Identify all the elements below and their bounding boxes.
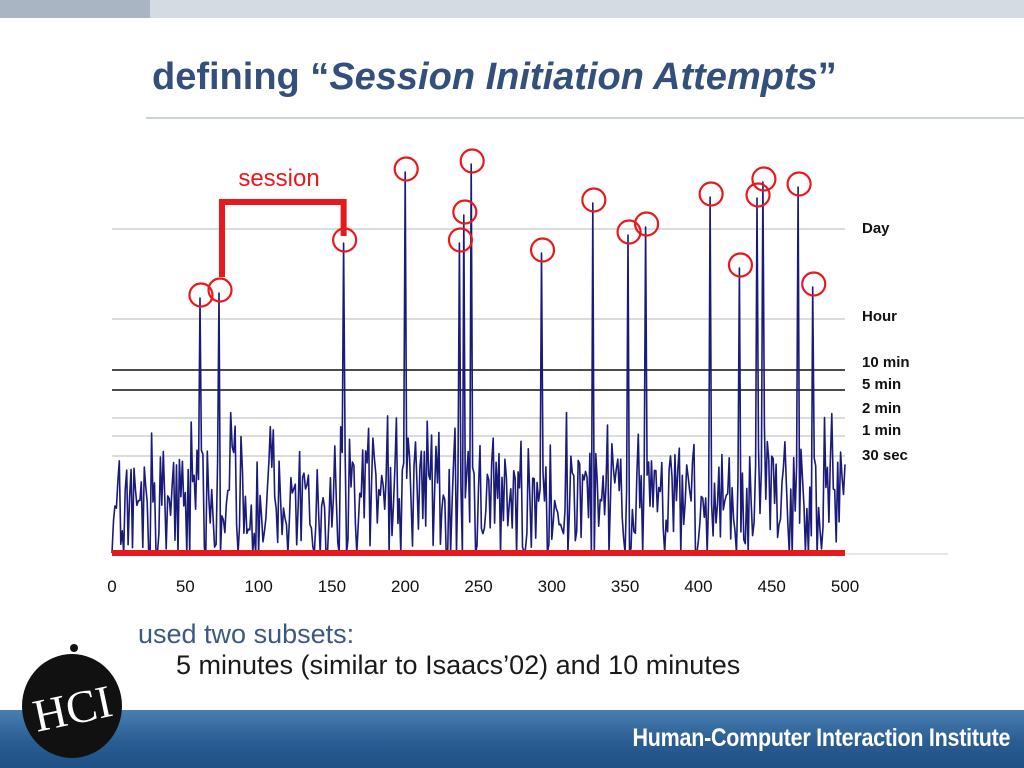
x-tick-300: 300 bbox=[538, 577, 566, 596]
title-italic: Session Initiation Attempts bbox=[329, 56, 818, 98]
threshold-label-5: 1 min bbox=[862, 422, 901, 439]
hci-logo: HCI bbox=[22, 644, 122, 758]
peak-circle-8 bbox=[581, 187, 607, 213]
bullet-line-2: 5 minutes (similar to Isaacs’02) and 10 … bbox=[176, 650, 741, 680]
peak-circle-15 bbox=[786, 171, 812, 197]
peak-circle-5 bbox=[452, 199, 478, 225]
peak-circle-16 bbox=[801, 271, 827, 297]
session-bracket bbox=[219, 199, 347, 277]
peak-circle-9 bbox=[616, 219, 642, 245]
peak-circle-4 bbox=[447, 227, 474, 253]
series-line bbox=[111, 163, 846, 554]
title-prefix: defining “ bbox=[152, 56, 330, 98]
x-tick-50: 50 bbox=[176, 577, 195, 596]
threshold-label-2: 10 min bbox=[862, 354, 910, 371]
threshold-label-4: 2 min bbox=[862, 400, 901, 417]
peak-circle-14 bbox=[751, 166, 777, 192]
top-bar-right bbox=[150, 0, 1024, 18]
threshold-label-6: 30 sec bbox=[862, 447, 908, 464]
x-tick-0: 0 bbox=[107, 577, 116, 596]
peak-circle-1 bbox=[207, 277, 233, 303]
peak-circle-6 bbox=[459, 148, 485, 174]
slide-title: defining “Session Initiation Attempts” bbox=[152, 56, 837, 99]
top-bar-left bbox=[0, 0, 150, 18]
footer-institute: Human-Computer Interaction Institute bbox=[632, 724, 1010, 752]
peak-circle-13 bbox=[745, 182, 771, 208]
threshold-label-0: Day bbox=[862, 220, 890, 237]
title-suffix: ” bbox=[817, 56, 837, 98]
peak-circle-7 bbox=[529, 237, 556, 263]
threshold-label-3: 5 min bbox=[862, 376, 901, 393]
x-tick-150: 150 bbox=[318, 577, 346, 596]
peak-circle-2 bbox=[332, 227, 358, 253]
x-tick-250: 250 bbox=[464, 577, 492, 596]
session-label: session bbox=[238, 165, 319, 192]
peak-circle-11 bbox=[698, 181, 724, 207]
x-tick-400: 400 bbox=[684, 577, 712, 596]
title-rule bbox=[146, 117, 1024, 119]
x-tick-200: 200 bbox=[391, 577, 419, 596]
x-tick-100: 100 bbox=[244, 577, 272, 596]
x-tick-500: 500 bbox=[831, 577, 859, 596]
footer-band bbox=[0, 710, 1024, 768]
x-tick-350: 350 bbox=[611, 577, 639, 596]
session-chart: Day Hour 10 min 5 min 2 min 1 min 30 sec sessio… bbox=[107, 148, 948, 596]
x-tick-450: 450 bbox=[758, 577, 786, 596]
peak-circle-3 bbox=[393, 156, 419, 182]
peak-circle-10 bbox=[634, 211, 660, 237]
bullet-line-1: used two subsets: bbox=[138, 619, 355, 649]
peak-circle-12 bbox=[727, 252, 754, 278]
threshold-label-1: Hour bbox=[862, 308, 897, 325]
peak-circle-0 bbox=[188, 282, 214, 308]
